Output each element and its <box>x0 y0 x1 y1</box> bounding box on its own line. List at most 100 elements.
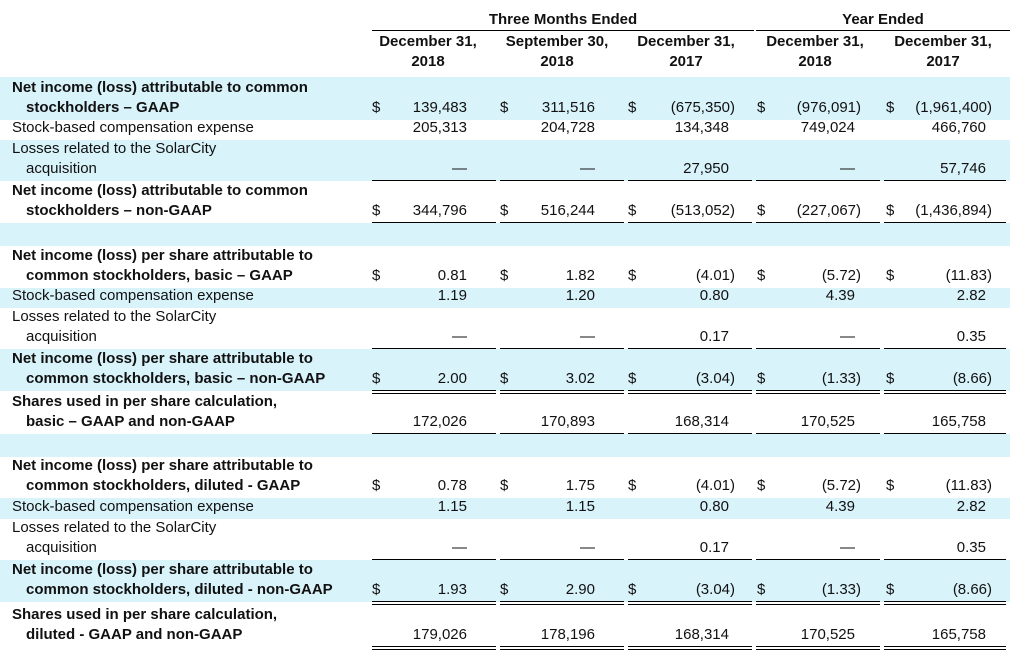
underline-rule <box>756 348 880 349</box>
cell-value: 749,024 <box>800 119 855 136</box>
row-label: Stock-based compensation expense <box>12 118 254 138</box>
row-label-line: acquisition <box>26 328 97 345</box>
row-label-line: common stockholders, diluted - non-GAAP <box>26 581 333 598</box>
row-label-line: basic – GAAP and non-GAAP <box>26 413 235 430</box>
currency-symbol: $ <box>757 370 766 387</box>
cell-value: 516,244 <box>540 202 595 219</box>
table-row: Net income (loss) attributable to common… <box>0 181 1010 226</box>
currency-symbol: $ <box>628 477 637 494</box>
spacer-row <box>0 434 1010 457</box>
cell-value: 0.35 <box>956 328 986 345</box>
currency-symbol: $ <box>886 581 895 598</box>
row-label: Net income (loss) per share attributable… <box>12 246 313 286</box>
double-underline-rule <box>628 390 752 394</box>
currency-symbol: $ <box>757 581 766 598</box>
cell-value: (5.72) <box>821 267 861 284</box>
double-underline-rule <box>756 390 880 394</box>
row-label: Net income (loss) attributable to common… <box>12 181 308 221</box>
row-label-line: Shares used in per share calculation, <box>12 393 278 410</box>
cell-value: (1.33) <box>821 370 861 387</box>
row-label-line: acquisition <box>26 539 97 556</box>
row-label-line: Shares used in per share calculation, <box>12 606 278 623</box>
row-label: Stock-based compensation expense <box>12 286 254 306</box>
cell-value: 168,314 <box>674 413 729 430</box>
cell-value: — <box>452 328 467 345</box>
table-row: Net income (loss) per share attributable… <box>0 349 1010 394</box>
cell-value: 57,746 <box>940 160 986 177</box>
row-label-line: common stockholders, basic – GAAP <box>26 267 293 284</box>
cell-value: (976,091) <box>796 99 861 116</box>
column-header-period: December 31, <box>894 33 992 50</box>
cell-value: 27,950 <box>683 160 729 177</box>
cell-value: 205,313 <box>412 119 467 136</box>
cell-value: 1.93 <box>437 581 467 598</box>
header-rule-three-months <box>372 30 754 31</box>
underline-rule <box>628 180 752 181</box>
double-underline-rule <box>884 646 1006 650</box>
table-row: Net income (loss) per share attributable… <box>0 560 1010 605</box>
currency-symbol: $ <box>500 477 509 494</box>
table-row: Losses related to the SolarCity acquisiti… <box>0 308 1010 349</box>
cell-value: 1.15 <box>437 498 467 515</box>
column-header-1: December 31, 2018 <box>363 32 493 72</box>
column-header-year: 2018 <box>798 53 832 70</box>
cell-value: — <box>840 328 855 345</box>
row-label-line: Stock-based compensation expense <box>12 498 254 515</box>
cell-value: — <box>452 160 467 177</box>
cell-value: (3.04) <box>695 581 735 598</box>
currency-symbol: $ <box>886 202 895 219</box>
column-header-period: December 31, <box>766 33 864 50</box>
table-row: Stock-based compensation expense 1.19 1.20… <box>0 286 1010 308</box>
row-label-line: Stock-based compensation expense <box>12 287 254 304</box>
cell-value: 165,758 <box>931 413 986 430</box>
row-label-line: Net income (loss) attributable to common <box>12 182 308 199</box>
cell-value: 0.80 <box>699 287 729 304</box>
header-year-ended: Year Ended <box>842 11 924 28</box>
double-underline-rule <box>884 390 1006 394</box>
currency-symbol: $ <box>628 202 637 219</box>
double-underline-rule <box>628 601 752 605</box>
cell-value: (4.01) <box>695 477 735 494</box>
row-label-line: Net income (loss) per share attributable… <box>12 247 313 264</box>
cell-value: 1.15 <box>565 498 595 515</box>
cell-value: (227,067) <box>796 202 861 219</box>
currency-symbol: $ <box>757 477 766 494</box>
column-header-year: 2017 <box>669 53 703 70</box>
underline-rule <box>884 559 1006 560</box>
double-underline-rule <box>756 601 880 605</box>
currency-symbol: $ <box>500 202 509 219</box>
column-header-period: September 30, <box>505 33 609 50</box>
cell-value: 1.75 <box>565 477 595 494</box>
underline-rule <box>756 180 880 181</box>
header-rule-year <box>756 30 1010 31</box>
cell-value: 0.78 <box>437 477 467 494</box>
table-row: Net income (loss) per share attributable… <box>0 246 1010 288</box>
currency-symbol: $ <box>886 370 895 387</box>
cell-value: 172,026 <box>412 413 467 430</box>
cell-value: 168,314 <box>674 626 729 643</box>
cell-value: 165,758 <box>931 626 986 643</box>
cell-value: 139,483 <box>412 99 467 116</box>
row-label-line: stockholders – GAAP <box>26 99 180 116</box>
currency-symbol: $ <box>886 477 895 494</box>
column-header-year: 2018 <box>411 53 445 70</box>
spacer-row <box>0 223 1010 246</box>
double-underline-rule <box>372 601 496 605</box>
row-label-line: Losses related to the SolarCity <box>12 308 217 325</box>
cell-value: 1.82 <box>565 267 595 284</box>
underline-rule <box>884 348 1006 349</box>
double-underline-rule <box>500 646 624 650</box>
row-label: Net income (loss) attributable to common… <box>12 78 308 118</box>
row-label-line: Losses related to the SolarCity <box>12 519 217 536</box>
table-row: Shares used in per share calculation, bas… <box>0 391 1010 437</box>
currency-symbol: $ <box>886 99 895 116</box>
currency-symbol: $ <box>757 99 766 116</box>
table-row: Stock-based compensation expense 205,313 2… <box>0 118 1010 140</box>
column-header-period: December 31, <box>379 33 477 50</box>
cell-value: 0.17 <box>699 328 729 345</box>
row-label: Losses related to the SolarCity acquisiti… <box>12 139 216 179</box>
table-row: Net income (loss) per share attributable… <box>0 457 1010 498</box>
table-row: Shares used in per share calculation, dil… <box>0 602 1010 650</box>
underline-rule <box>628 559 752 560</box>
